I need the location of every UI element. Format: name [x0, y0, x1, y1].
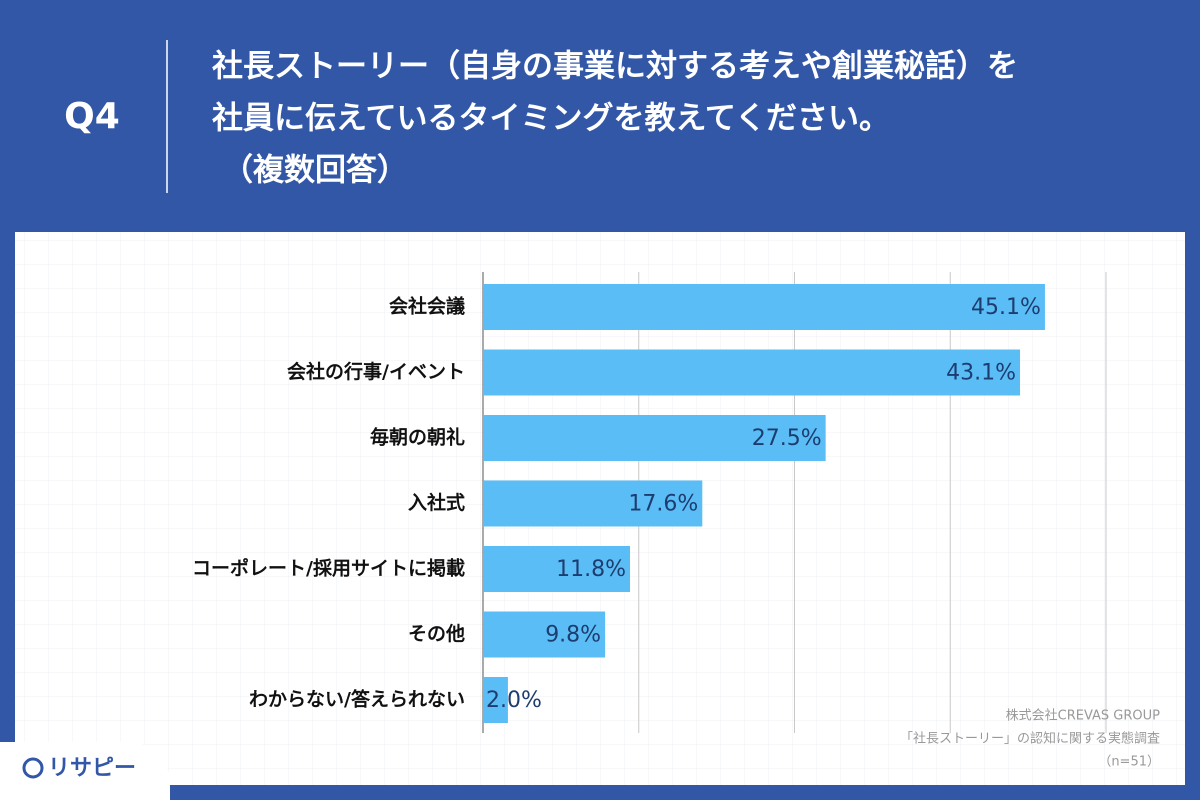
- value-label: 9.8%: [545, 623, 601, 648]
- category-label: 会社会議: [389, 295, 465, 318]
- bar: [483, 546, 631, 592]
- category-label: 入社式: [408, 491, 465, 514]
- category-label: その他: [408, 622, 465, 645]
- value-label: 43.1%: [946, 361, 1016, 386]
- bar: [483, 284, 1045, 330]
- value-label: 2.0%: [486, 688, 542, 713]
- category-label: コーポレート/採用サイトに掲載: [192, 557, 465, 580]
- category-label: 会社の行事/イベント: [287, 360, 465, 383]
- value-label: 27.5%: [752, 426, 822, 451]
- bar: [483, 415, 826, 461]
- bar: [483, 480, 703, 527]
- title-line: 社員に伝えているタイミングを教えてください。: [212, 101, 890, 137]
- title-line: （複数回答）: [222, 153, 408, 189]
- source-line: 株式会社CREVAS GROUP: [1006, 708, 1161, 724]
- bar: [483, 349, 1021, 396]
- logo-icon: [22, 757, 44, 779]
- bar: [483, 611, 606, 658]
- logo-tab: [0, 742, 170, 800]
- value-label: 17.6%: [628, 492, 698, 517]
- value-label: 11.8%: [556, 557, 626, 582]
- category-label: わからない/答えられない: [249, 688, 465, 711]
- logo: リサピー: [48, 756, 136, 781]
- source-line: （n=51）: [1098, 755, 1160, 770]
- question-number: Q4: [64, 96, 120, 137]
- source-line: 「社長ストーリー」の認知に関する実態調査: [900, 731, 1160, 747]
- value-label: 45.1%: [971, 295, 1041, 320]
- category-label: 毎朝の朝礼: [370, 426, 465, 449]
- title-line: 社長ストーリー（自身の事業に対する考えや創業秘話）を: [212, 49, 1018, 85]
- bar: [483, 677, 508, 723]
